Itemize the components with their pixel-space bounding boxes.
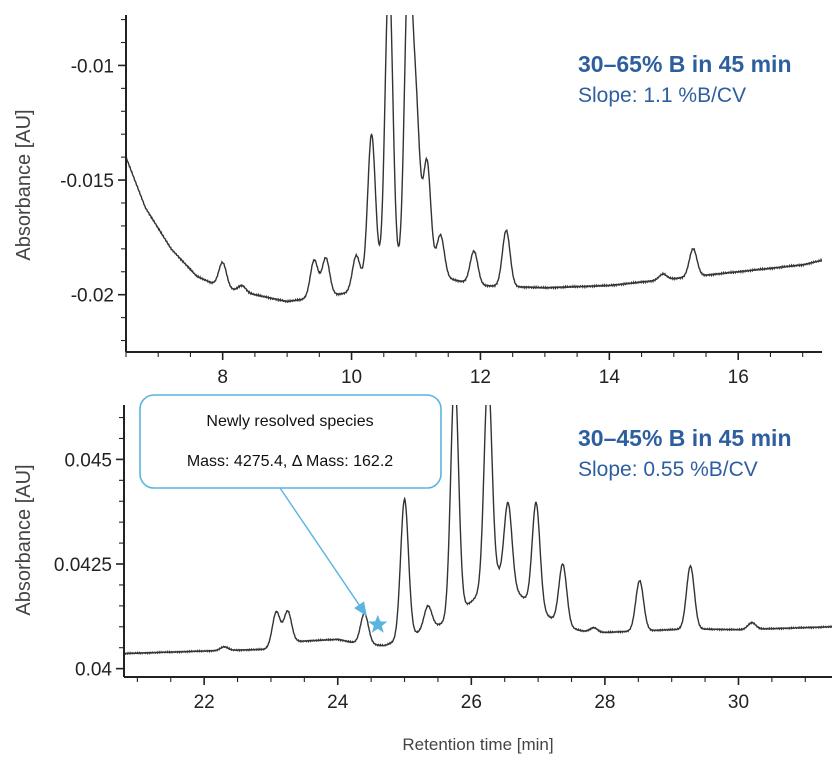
bottom-slope-label: Slope: 0.55 %B/CV xyxy=(578,458,758,481)
callout-detail: Mass: 4275.4, Δ Mass: 162.2 xyxy=(187,453,393,470)
x-axis-label: Retention time [min] xyxy=(402,735,553,754)
bottom-y-tick-label: 0.045 xyxy=(64,450,112,471)
bottom-x-tick-label: 28 xyxy=(594,692,615,713)
bottom-condition-label: 30–45% B in 45 min xyxy=(578,425,792,451)
callout-box xyxy=(139,394,442,489)
bottom-y-tick-label: 0.04 xyxy=(75,660,112,681)
top-condition-label: 30–65% B in 45 min xyxy=(578,51,792,77)
top-y-tick-label: -0.015 xyxy=(60,171,114,192)
bottom-panel: 22 24 26 28 30 0.045 0.0425 0.04 Absorbance [A… xyxy=(13,394,832,754)
callout-title: Newly resolved species xyxy=(206,413,373,430)
bottom-y-tick-label: 0.0425 xyxy=(54,555,112,576)
top-x-tick-label: 8 xyxy=(217,367,228,388)
bottom-chromatogram-trace xyxy=(124,405,832,656)
top-chromatogram-trace xyxy=(126,15,822,304)
bottom-x-tick-label: 30 xyxy=(728,692,749,713)
top-y-tick-label: -0.01 xyxy=(71,56,114,77)
bottom-x-tick-label: 26 xyxy=(461,692,482,713)
top-panel: 8 10 12 14 16 -0.01 -0.015 -0.02 Absorbance [A… xyxy=(13,15,822,388)
top-y-axis-label: Absorbance [AU] xyxy=(13,109,35,260)
callout-arrow-line xyxy=(279,487,367,616)
top-y-tick-label: -0.02 xyxy=(71,286,114,307)
annotation-callout: Newly resolved species Mass: 4275.4, Δ M… xyxy=(139,394,442,633)
top-x-tick-label: 12 xyxy=(470,367,491,388)
bottom-x-tick-label: 22 xyxy=(194,692,215,713)
top-x-tick-label: 16 xyxy=(728,367,749,388)
star-marker-icon xyxy=(368,614,388,633)
bottom-y-tick-labels: 0.045 0.0425 0.04 xyxy=(54,450,113,680)
bottom-y-axis-label: Absorbance [AU] xyxy=(13,464,35,615)
bottom-grid-ticks xyxy=(116,417,806,685)
top-slope-label: Slope: 1.1 %B/CV xyxy=(578,84,746,107)
top-x-tick-labels: 8 10 12 14 16 xyxy=(217,367,748,388)
callout-arrowhead xyxy=(354,601,367,617)
bottom-x-tick-labels: 22 24 26 28 30 xyxy=(194,692,749,713)
bottom-x-tick-label: 24 xyxy=(327,692,349,713)
top-x-tick-label: 10 xyxy=(341,367,362,388)
top-x-tick-label: 14 xyxy=(599,367,621,388)
top-y-tick-labels: -0.01 -0.015 -0.02 xyxy=(60,56,114,306)
